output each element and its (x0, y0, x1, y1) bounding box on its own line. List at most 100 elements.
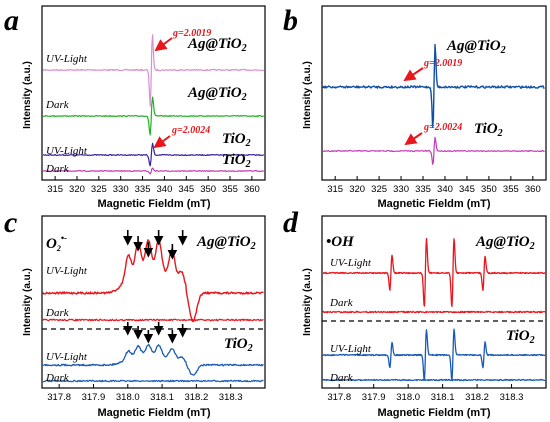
trace-left-label: UV-Light (46, 351, 88, 363)
panel-a: a Intensity (a.u.) Magnetic Fieldm (mT) … (4, 4, 266, 210)
x-tick-label: 318.3 (219, 392, 243, 403)
trace-left-label: Dark (329, 297, 354, 309)
spectrum-line (42, 34, 265, 107)
x-tick-label: 325 (371, 184, 387, 195)
x-tick-label: 315 (327, 184, 343, 195)
x-tick-label: 317.8 (47, 392, 71, 403)
spectrum-line (42, 318, 264, 322)
x-ticks: 315 320 325 330 335 340 345 350 355 360 (47, 176, 260, 195)
trace-left-label: UV-Light (46, 145, 88, 157)
y-axis-label: Intensity (a.u.) (302, 268, 313, 336)
trace-right-label: TiO2 (474, 121, 503, 139)
spectrum-line (42, 167, 264, 175)
trace-left-label: UV-Light (46, 265, 88, 277)
g-value-label: g=2.0019 (423, 58, 462, 69)
panel-label: c (4, 206, 17, 239)
x-axis-label: Magnetic Fieldm (mT) (97, 407, 210, 419)
plot-frame (41, 215, 266, 389)
trace-left-label: Dark (45, 163, 70, 175)
spectrum-line (42, 343, 264, 376)
y-axis-label: Intensity (a.u.) (22, 268, 33, 336)
x-tick-label: 318.0 (396, 392, 420, 403)
x-tick-label: 325 (91, 184, 107, 195)
trace-right-label: Ag@TiO2 (187, 36, 247, 54)
spectrum-line (42, 96, 264, 136)
trace-left-label: Dark (329, 372, 354, 384)
trace-right-label: Ag@TiO2 (187, 85, 247, 103)
panel-label: a (4, 4, 19, 37)
trace-right-label: TiO2 (222, 152, 251, 170)
x-tick-label: 317.9 (82, 392, 106, 403)
x-tick-label: 318.3 (500, 392, 524, 403)
traces (42, 239, 264, 383)
species-label: •OH (326, 234, 355, 250)
traces (322, 238, 546, 382)
x-tick-label: 360 (525, 184, 541, 195)
g-value-label: g=2.0024 (423, 122, 462, 133)
x-tick-label: 340 (437, 184, 453, 195)
x-tick-label: 335 (415, 184, 431, 195)
x-tick-label: 320 (349, 184, 365, 195)
spectrum-line (322, 238, 546, 308)
plot-frame (321, 5, 547, 181)
panel-d: d Intensity (a.u.) Magnetic Fieldm (mT) … (283, 206, 547, 419)
g-arrow (404, 132, 423, 146)
x-axis-label: Magnetic Fieldm (mT) (97, 198, 210, 210)
x-tick-label: 340 (157, 184, 173, 195)
panel-label: d (283, 206, 299, 239)
trace-right-label: Ag@TiO2 (475, 234, 535, 252)
x-tick-label: 335 (135, 184, 151, 195)
panel-label: b (283, 4, 298, 37)
trace-right-label: Ag@TiO2 (446, 38, 506, 56)
trace-right-label: TiO2 (506, 328, 535, 346)
spectrum-line (322, 43, 545, 129)
species-label: O2•- (46, 233, 67, 253)
g-arrow (153, 135, 171, 149)
spectrum-line (322, 378, 546, 382)
spectrum-line (322, 310, 546, 314)
g-value-label: g=2.0024 (171, 125, 210, 136)
x-ticks: 317.8 317.9 318.0 318.1 318.2 318.3 (327, 384, 523, 403)
traces (322, 43, 545, 165)
panel-b: b Intensity (a.u.) Magnetic Fieldm (mT) … (283, 4, 547, 210)
g-arrow (154, 37, 173, 52)
trace-left-label: UV-Light (330, 257, 372, 269)
x-tick-label: 330 (393, 184, 409, 195)
trace-left-label: UV-Light (330, 343, 372, 355)
g-value-label: g=2.0019 (172, 28, 211, 39)
y-axis-label: Intensity (a.u.) (22, 61, 33, 129)
x-tick-label: 355 (222, 184, 238, 195)
panel-c: c Intensity (a.u.) Magnetic Fieldm (mT) … (4, 206, 266, 419)
trace-left-label: Dark (45, 307, 70, 319)
x-ticks: 315 320 325 330 335 340 345 350 355 360 (327, 176, 541, 195)
x-tick-label: 360 (244, 184, 260, 195)
x-tick-label: 318.0 (116, 392, 140, 403)
trace-right-label: TiO2 (224, 336, 253, 354)
x-tick-label: 317.9 (362, 392, 386, 403)
x-tick-label: 318.2 (465, 392, 489, 403)
trace-right-label: Ag@TiO2 (196, 234, 256, 252)
x-tick-label: 315 (47, 184, 63, 195)
x-axis-label: Magnetic Fieldm (mT) (377, 198, 490, 210)
x-tick-label: 355 (503, 184, 519, 195)
spectrum-line (42, 239, 264, 323)
y-axis-label: Intensity (a.u.) (302, 61, 313, 129)
x-tick-label: 345 (178, 184, 194, 195)
x-tick-label: 318.1 (431, 392, 455, 403)
x-tick-label: 350 (200, 184, 216, 195)
x-tick-label: 318.2 (184, 392, 208, 403)
x-tick-label: 330 (113, 184, 129, 195)
spectrum-line (43, 379, 264, 383)
plot-frame (41, 5, 266, 181)
trace-right-label: TiO2 (222, 131, 251, 149)
x-ticks: 317.8 317.9 318.0 318.1 318.2 318.3 (47, 384, 243, 403)
trace-left-label: Dark (45, 99, 70, 111)
g-arrow (403, 67, 424, 82)
peak-arrows (122, 230, 188, 344)
x-axis-label: Magnetic Fieldm (mT) (377, 407, 490, 419)
x-tick-label: 345 (459, 184, 475, 195)
x-tick-label: 320 (69, 184, 85, 195)
trace-left-label: UV-Light (46, 53, 88, 65)
x-tick-label: 318.1 (150, 392, 174, 403)
